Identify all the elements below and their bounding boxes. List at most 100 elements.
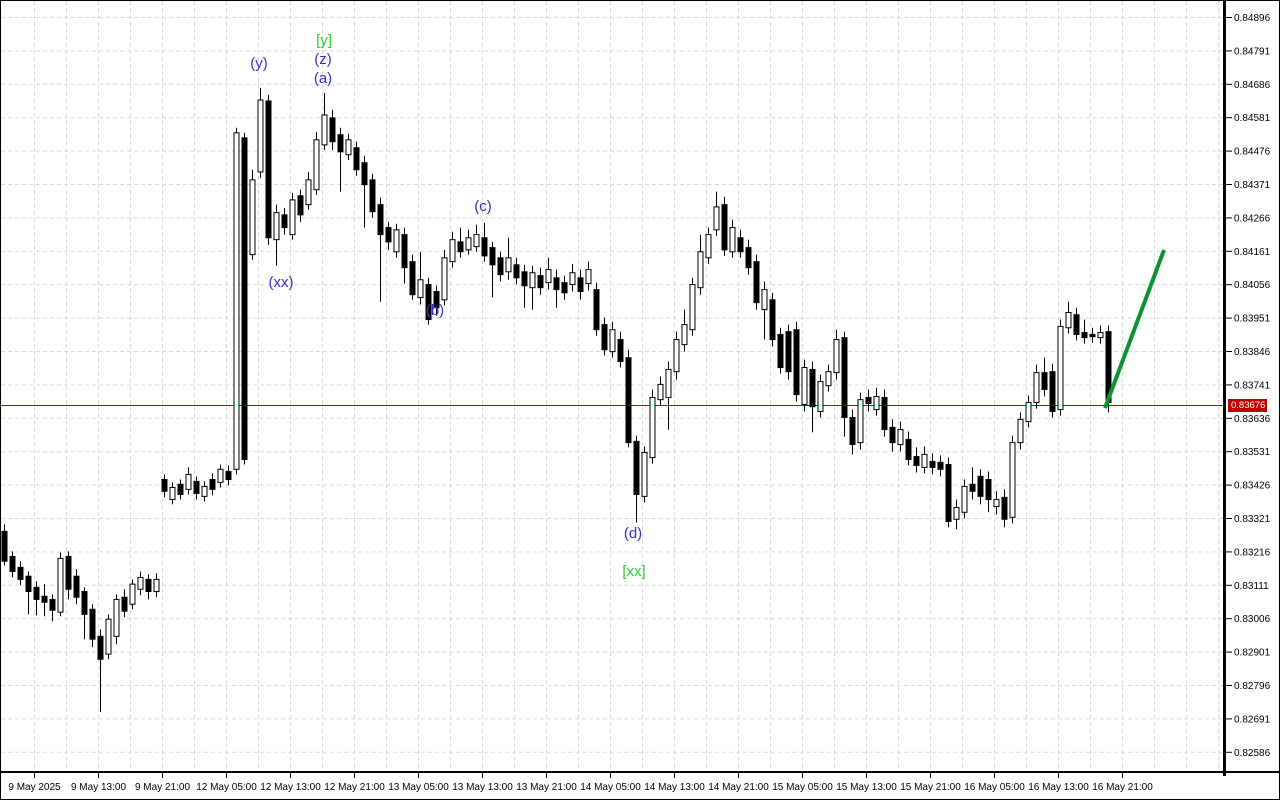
candle bbox=[161, 474, 168, 498]
candle bbox=[537, 267, 544, 295]
candle bbox=[921, 446, 928, 474]
candle bbox=[689, 277, 696, 336]
candle bbox=[1017, 412, 1024, 450]
price-axis-bar bbox=[1223, 1, 1226, 776]
x-axis-label: 12 May 13:00 bbox=[260, 782, 321, 793]
x-axis-label: 12 May 05:00 bbox=[196, 782, 257, 793]
candle bbox=[873, 387, 880, 416]
candle bbox=[441, 249, 448, 306]
y-axis-label: 0.83636 bbox=[1234, 414, 1271, 425]
candle bbox=[609, 321, 616, 358]
candle bbox=[713, 191, 720, 236]
x-axis-label: 14 May 13:00 bbox=[644, 782, 705, 793]
candle bbox=[913, 447, 920, 473]
candle bbox=[769, 292, 776, 347]
wave-label-c: (c) bbox=[474, 198, 492, 215]
candle bbox=[641, 446, 648, 503]
candle bbox=[473, 224, 480, 252]
candle bbox=[369, 173, 376, 218]
y-axis-label: 0.84266 bbox=[1234, 213, 1271, 224]
y-axis-label: 0.83216 bbox=[1234, 547, 1271, 558]
candle bbox=[9, 551, 16, 578]
candle bbox=[241, 132, 248, 465]
candle bbox=[657, 376, 664, 406]
candle bbox=[353, 141, 360, 176]
candle bbox=[281, 207, 288, 235]
candle bbox=[1057, 319, 1064, 416]
x-axis-label: 14 May 21:00 bbox=[708, 782, 769, 793]
candle bbox=[169, 482, 176, 505]
candle bbox=[929, 453, 936, 475]
candle bbox=[305, 171, 312, 210]
wave-label-xx: [xx] bbox=[622, 563, 645, 580]
candle bbox=[673, 331, 680, 380]
candle bbox=[481, 222, 488, 262]
candle bbox=[257, 87, 264, 178]
candle bbox=[841, 331, 848, 437]
grid bbox=[1, 1, 1223, 771]
candle bbox=[801, 359, 808, 412]
candle bbox=[105, 614, 112, 660]
candle bbox=[849, 409, 856, 455]
candle bbox=[265, 94, 272, 245]
candle bbox=[977, 469, 984, 505]
candle bbox=[385, 221, 392, 250]
candle bbox=[809, 361, 816, 433]
candle bbox=[321, 93, 328, 150]
candle bbox=[817, 374, 824, 418]
candles bbox=[1, 87, 1112, 713]
candle bbox=[1081, 319, 1088, 344]
candle bbox=[761, 281, 768, 340]
candle bbox=[217, 464, 224, 488]
candle bbox=[633, 435, 640, 523]
wave-label-z: (z) bbox=[314, 51, 332, 68]
candle bbox=[377, 197, 384, 302]
candle bbox=[593, 282, 600, 336]
x-axis-label: 9 May 13:00 bbox=[71, 782, 126, 793]
candle bbox=[825, 364, 832, 392]
candle bbox=[73, 569, 80, 605]
candle bbox=[961, 479, 968, 519]
x-axis-label: 14 May 05:00 bbox=[580, 782, 641, 793]
candle bbox=[721, 196, 728, 256]
y-axis-label: 0.84161 bbox=[1234, 247, 1271, 258]
candle bbox=[81, 587, 88, 640]
wave-label-y: (y) bbox=[250, 55, 268, 72]
candle bbox=[33, 581, 40, 616]
candle bbox=[993, 491, 1000, 515]
candle bbox=[225, 465, 232, 486]
candle bbox=[529, 265, 536, 310]
candle bbox=[65, 551, 72, 600]
candle bbox=[425, 277, 432, 325]
x-axis-label: 9 May 2025 bbox=[8, 782, 61, 793]
y-axis-label: 0.84686 bbox=[1234, 80, 1271, 91]
wave-label-xx: (xx) bbox=[269, 274, 294, 291]
y-axis-label: 0.83951 bbox=[1234, 314, 1271, 325]
candle bbox=[113, 594, 120, 645]
x-axis-label: 12 May 21:00 bbox=[324, 782, 385, 793]
time-axis-line bbox=[1, 771, 1279, 773]
candle bbox=[185, 467, 192, 495]
candle bbox=[233, 127, 240, 475]
candle bbox=[737, 229, 744, 258]
candle bbox=[937, 455, 944, 477]
candle bbox=[881, 389, 888, 437]
candle bbox=[361, 155, 368, 228]
x-axis-label: 13 May 13:00 bbox=[452, 782, 513, 793]
candle bbox=[857, 392, 864, 450]
candle bbox=[49, 594, 56, 622]
y-axis-label: 0.83111 bbox=[1234, 581, 1269, 592]
wave-label-b: (b) bbox=[426, 302, 444, 319]
y-axis-label: 0.82691 bbox=[1234, 714, 1271, 725]
y-axis-label: 0.83426 bbox=[1234, 481, 1271, 492]
candle bbox=[577, 269, 584, 300]
candle bbox=[569, 263, 576, 292]
candle bbox=[585, 261, 592, 291]
x-axis-label: 9 May 21:00 bbox=[135, 782, 190, 793]
candle bbox=[753, 254, 760, 310]
candle bbox=[489, 241, 496, 298]
candle bbox=[561, 275, 568, 300]
candle bbox=[1033, 364, 1040, 409]
